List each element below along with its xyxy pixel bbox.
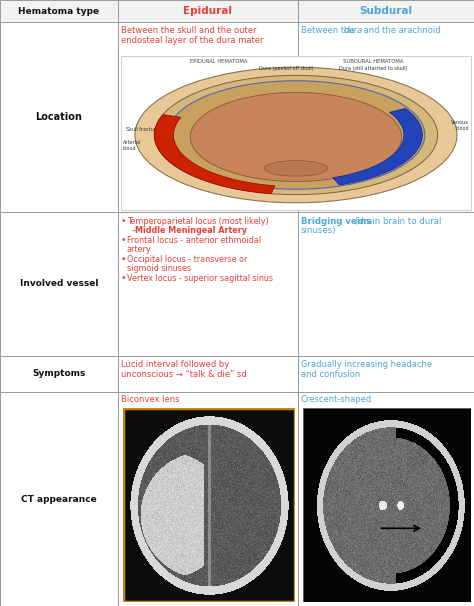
Bar: [118, 0, 298, 22]
Text: Frontal locus - anterior ethmoidal: Frontal locus - anterior ethmoidal: [127, 236, 261, 245]
Bar: [121, 56, 471, 210]
Bar: [0, 212, 118, 356]
Bar: [298, 392, 474, 606]
Text: Symptoms: Symptoms: [32, 370, 86, 379]
Bar: [303, 408, 471, 602]
Text: •: •: [121, 217, 127, 226]
Bar: [123, 408, 295, 602]
Text: Location: Location: [36, 112, 82, 122]
Bar: [298, 356, 474, 392]
Text: CT appearance: CT appearance: [21, 494, 97, 504]
Polygon shape: [155, 115, 275, 194]
Text: sigmoid sinuses: sigmoid sinuses: [127, 264, 191, 273]
Ellipse shape: [264, 161, 328, 176]
Text: Vertex locus - superior sagittal sinus: Vertex locus - superior sagittal sinus: [127, 274, 273, 283]
Text: •: •: [121, 255, 127, 264]
Text: Between the skull and the outer
endosteal layer of the dura mater: Between the skull and the outer endostea…: [121, 26, 264, 45]
Text: Dura (peeled off skull): Dura (peeled off skull): [259, 66, 313, 71]
Text: Venous
blood: Venous blood: [451, 120, 469, 131]
Text: (drain brain to dural: (drain brain to dural: [352, 217, 441, 226]
Polygon shape: [333, 108, 422, 185]
Bar: [298, 0, 474, 22]
Bar: [0, 356, 118, 392]
Bar: [118, 212, 298, 356]
Text: Hematoma type: Hematoma type: [18, 7, 100, 16]
Text: Dura (still attached to skull): Dura (still attached to skull): [339, 66, 407, 71]
Text: artery: artery: [127, 245, 152, 254]
Text: Middle Meningeal Artery: Middle Meningeal Artery: [135, 226, 247, 235]
Text: Gradually increasing headache
and confusion: Gradually increasing headache and confus…: [301, 360, 432, 379]
Text: Involved vessel: Involved vessel: [20, 279, 98, 288]
Text: Temperoparietal locus (most likely): Temperoparietal locus (most likely): [127, 217, 269, 226]
Text: Subdural: Subdural: [359, 6, 412, 16]
Bar: [118, 392, 298, 606]
Text: Arterial
blood: Arterial blood: [123, 140, 141, 151]
Bar: [0, 22, 118, 212]
Text: Crescent-shaped: Crescent-shaped: [301, 395, 372, 404]
Text: SUBDURAL HEMATOMA: SUBDURAL HEMATOMA: [343, 59, 403, 64]
Ellipse shape: [135, 67, 457, 203]
Text: Epidural: Epidural: [183, 6, 233, 16]
Text: •: •: [121, 236, 127, 245]
Text: Bridging veins: Bridging veins: [301, 217, 371, 226]
Text: and the arachnoid: and the arachnoid: [361, 26, 441, 35]
Bar: [118, 356, 298, 392]
Text: Between the: Between the: [301, 26, 357, 35]
Bar: [298, 212, 474, 356]
Text: EPIDURAL HEMATOMA: EPIDURAL HEMATOMA: [190, 59, 248, 64]
Text: Occipital locus - transverse or: Occipital locus - transverse or: [127, 255, 247, 264]
Ellipse shape: [190, 93, 402, 181]
Text: Skull fracture: Skull fracture: [126, 127, 159, 132]
Bar: [0, 392, 118, 606]
Bar: [298, 22, 474, 212]
Text: •: •: [121, 274, 127, 283]
Text: Lucid interval followed by
unconscious → “talk & die” sd: Lucid interval followed by unconscious →…: [121, 360, 247, 379]
Text: Biconvex lens: Biconvex lens: [121, 395, 180, 404]
Ellipse shape: [155, 75, 438, 195]
Text: sinuses): sinuses): [301, 226, 337, 235]
Bar: [118, 22, 298, 212]
Bar: [0, 0, 118, 22]
Text: –: –: [127, 226, 138, 235]
Ellipse shape: [167, 81, 425, 189]
Text: dura: dura: [344, 26, 363, 35]
